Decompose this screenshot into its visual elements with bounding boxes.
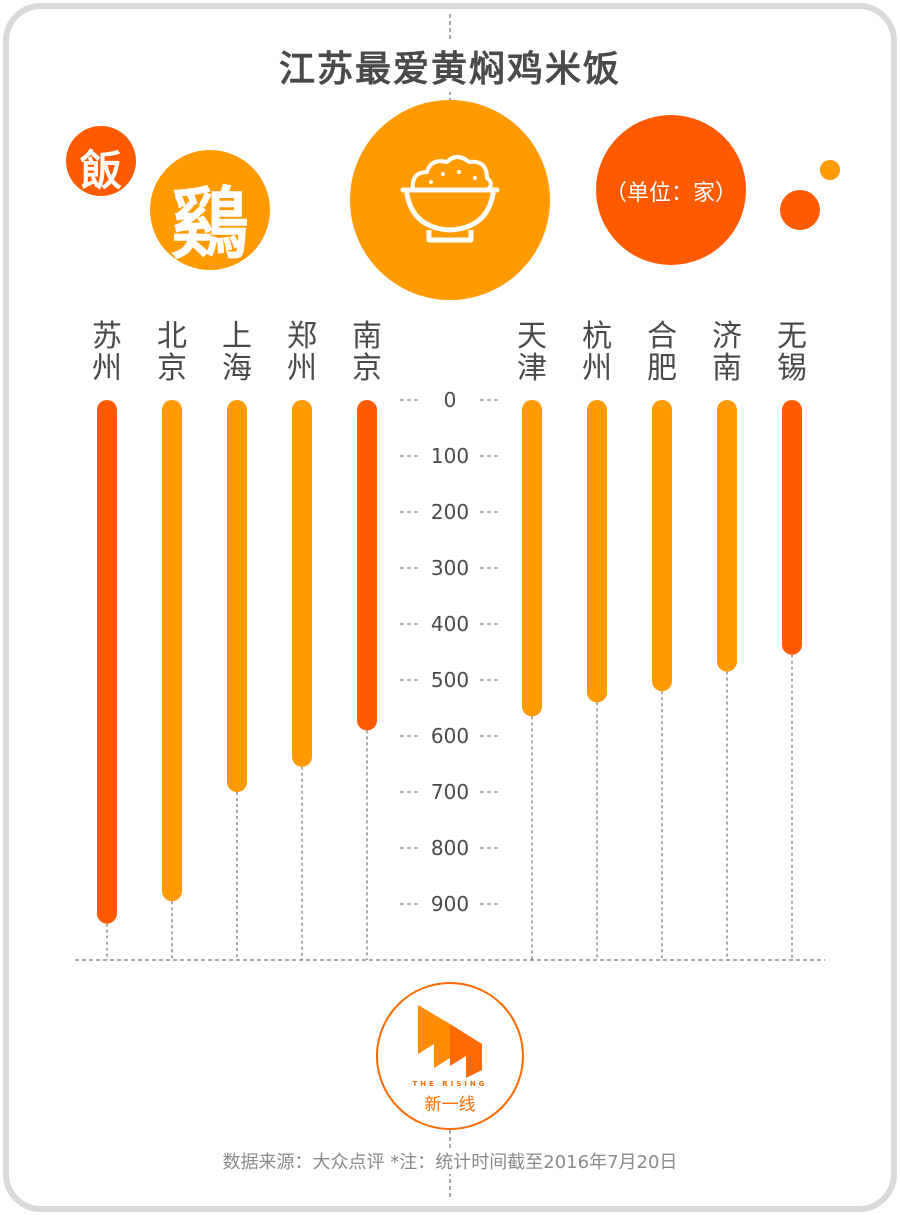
logo-ring (376, 982, 524, 1130)
decor-dot-large (780, 190, 820, 230)
rice-bowl-icon (400, 155, 500, 243)
fan-glyph: 飯 (79, 146, 122, 195)
category-label: 济 (712, 319, 742, 354)
tick-label: 200 (431, 500, 469, 524)
category-label: 肥 (647, 351, 677, 386)
category-label: 郑 (287, 319, 317, 354)
category-label: 杭 (582, 319, 612, 354)
decor-dot-small (820, 160, 840, 180)
category-label: 上 (222, 319, 252, 354)
tick-label: 700 (431, 780, 469, 804)
unit-badge (596, 115, 746, 265)
tick-label: 500 (431, 668, 469, 692)
bar-2 (162, 400, 182, 902)
tick-label: 300 (431, 556, 469, 580)
tick-label: 0 (444, 388, 457, 412)
category-label: 锡 (777, 351, 807, 386)
category-label: 天 (517, 319, 547, 354)
bar-9 (717, 400, 737, 672)
category-label: 京 (352, 351, 382, 386)
category-label: 合 (647, 319, 677, 354)
bar-4 (292, 400, 312, 767)
bar-6 (522, 400, 542, 717)
category-label: 州 (582, 351, 612, 386)
category-label: 南 (712, 351, 742, 386)
category-label: 无 (777, 319, 807, 354)
bar-1 (97, 400, 117, 924)
source-note: 数据来源：大众点评 *注：统计时间截至2016年7月20日 (150, 1148, 750, 1174)
tick-label: 900 (431, 892, 469, 916)
card-frame (3, 3, 897, 1212)
logo-english-text: THE RISING (412, 1080, 488, 1088)
unit-label: （单位：家） (604, 181, 737, 206)
rice-bowl-badge (350, 100, 550, 300)
category-label: 京 (157, 351, 187, 386)
chart-title: 江苏最爱黄焖鸡米饭 (230, 40, 670, 92)
ji-glyph: 鷄 (170, 179, 249, 270)
bar-10 (782, 400, 802, 655)
category-label: 津 (517, 351, 547, 386)
category-label: 海 (222, 351, 252, 386)
logo-chinese-text: 新一线 (424, 1095, 476, 1115)
bar-8 (652, 400, 672, 692)
fan-badge (66, 126, 136, 196)
tick-label: 100 (431, 444, 469, 468)
bar-7 (587, 400, 607, 703)
category-label: 州 (92, 351, 122, 386)
tick-label: 600 (431, 724, 469, 748)
bar-5 (357, 400, 377, 731)
category-label: 南 (352, 319, 382, 354)
category-label: 北 (157, 319, 187, 354)
tick-label: 800 (431, 836, 469, 860)
the-rising-logo-icon (418, 1005, 482, 1078)
category-label: 苏 (92, 319, 122, 354)
ji-badge (150, 150, 270, 270)
bar-3 (227, 400, 247, 792)
tick-label: 400 (431, 612, 469, 636)
category-label: 州 (287, 351, 317, 386)
